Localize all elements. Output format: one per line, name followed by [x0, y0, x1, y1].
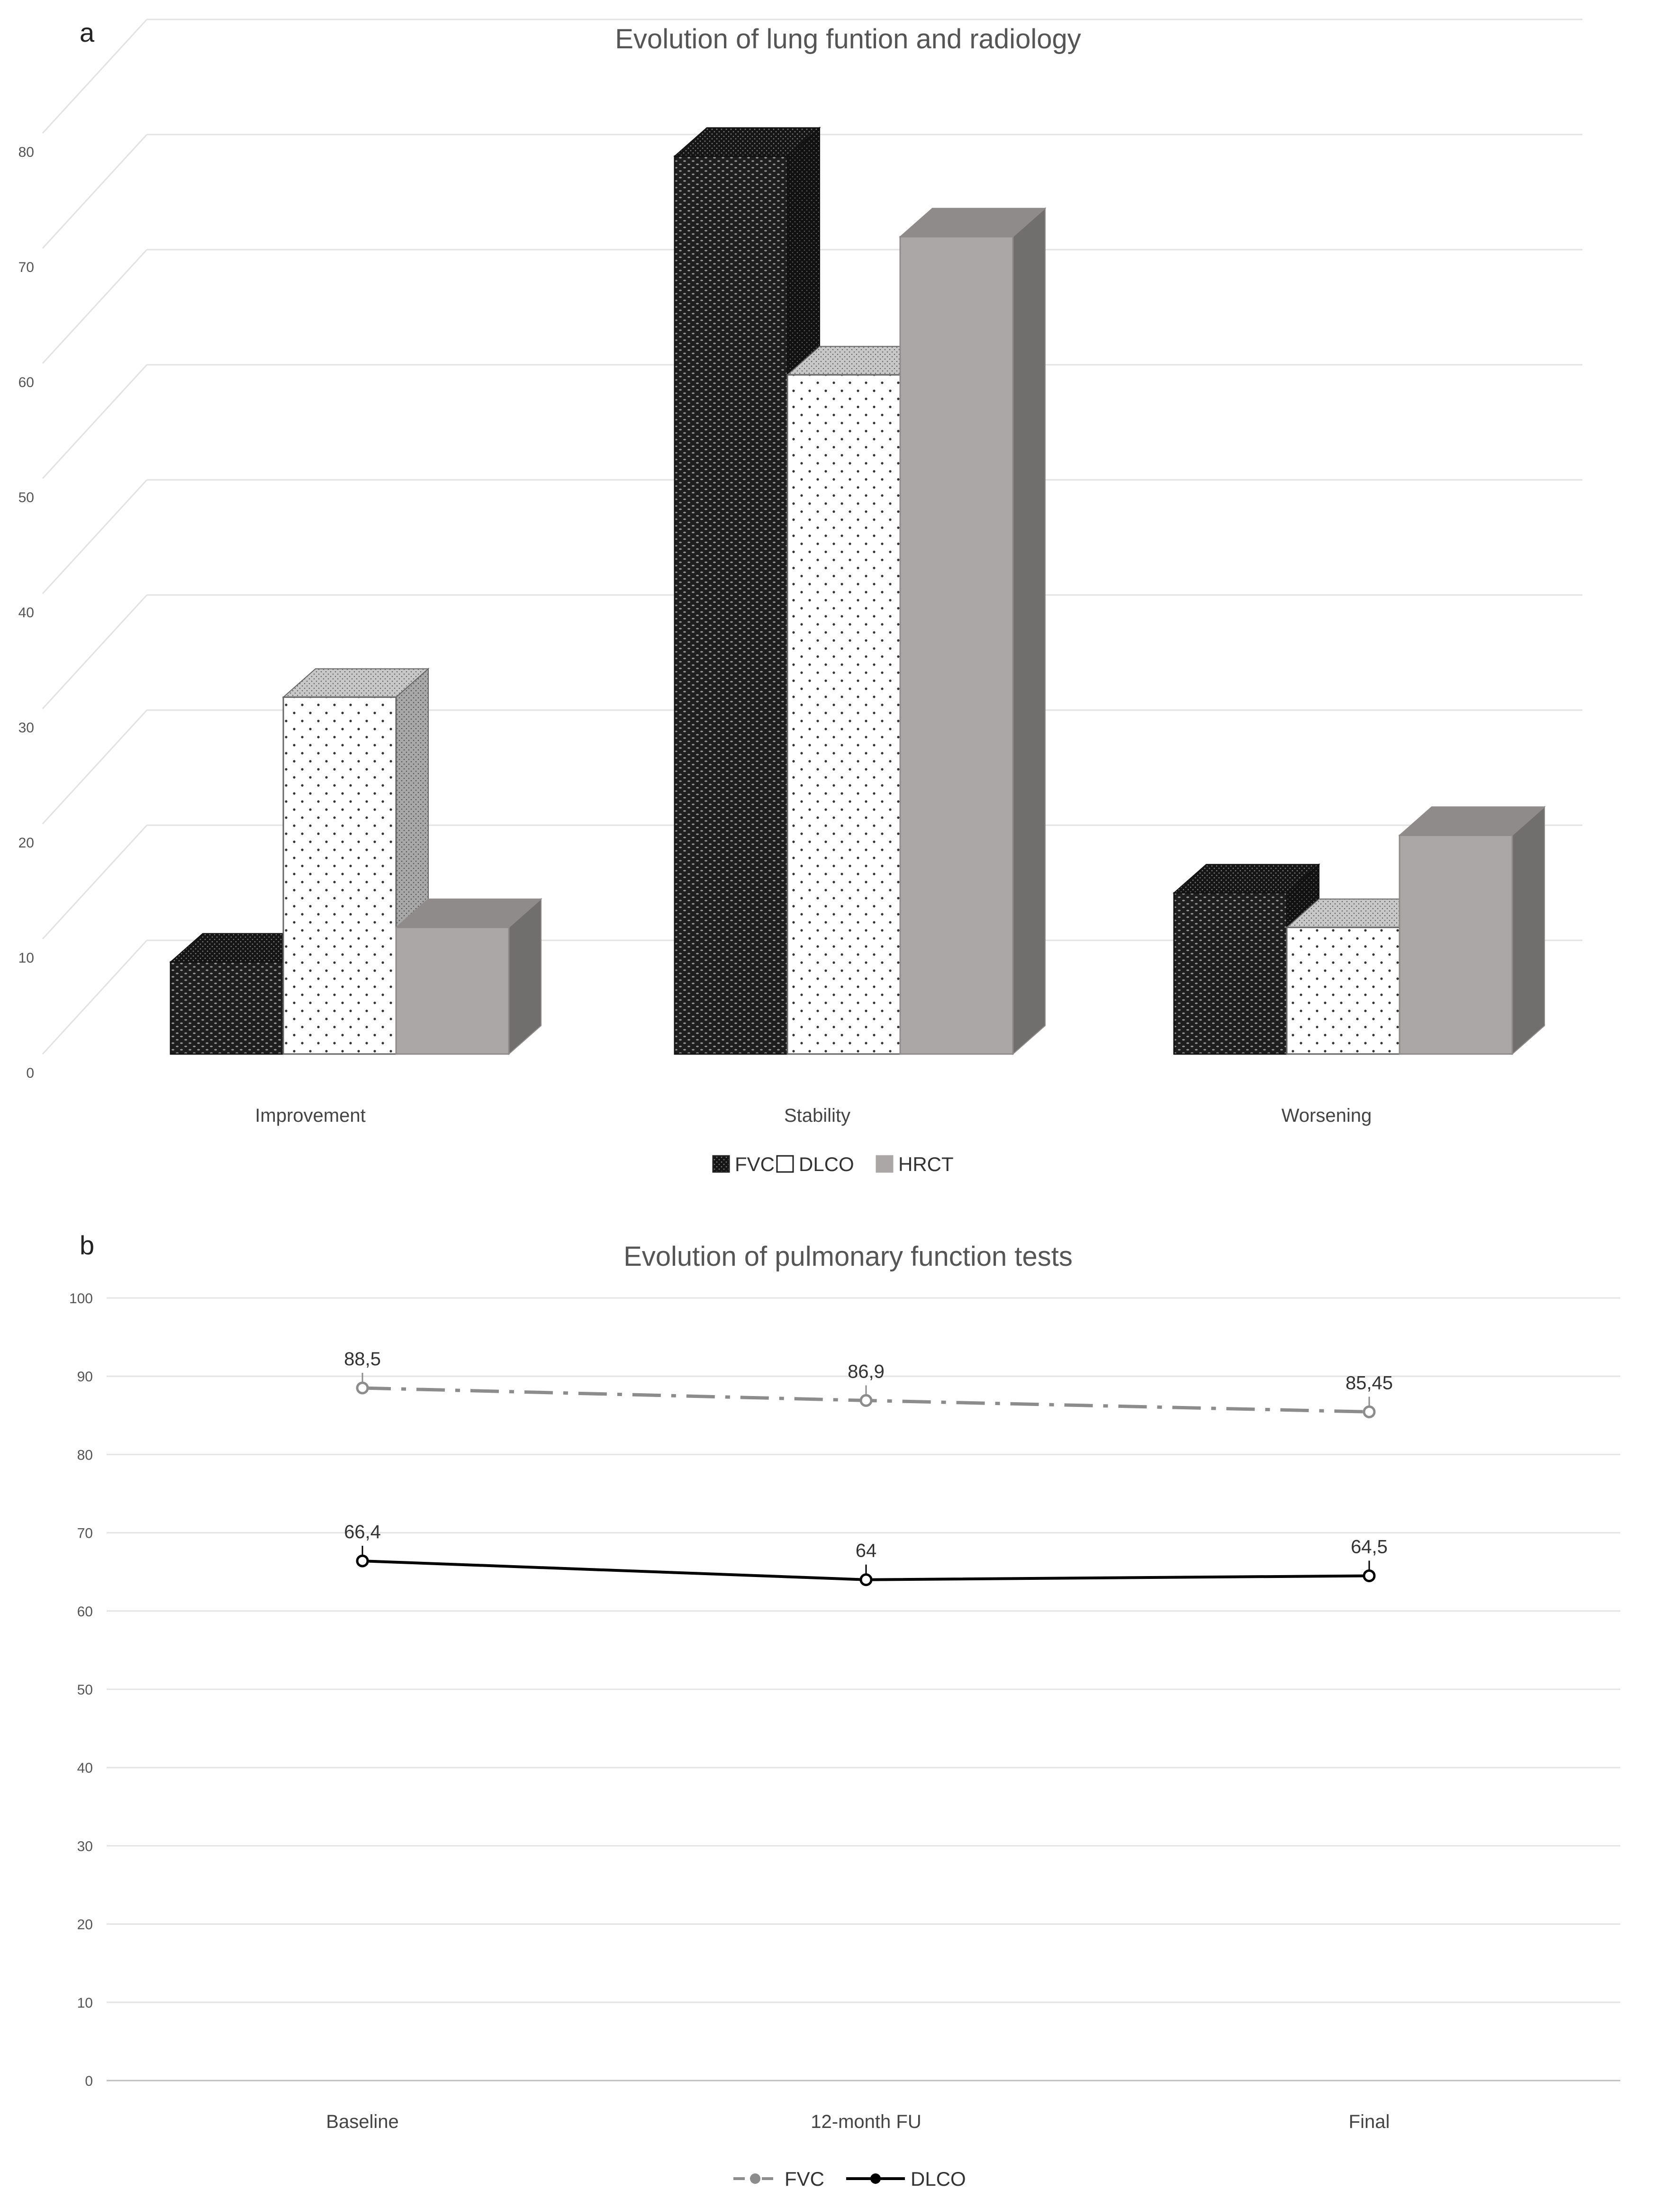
y-tick-label: 0 [26, 1065, 34, 1081]
category-label: Final [1349, 2111, 1390, 2132]
gridline-diag [42, 709, 148, 825]
panel-b-chart: b Evolution of pulmonary function tests … [69, 1230, 1620, 2190]
panel-a-chart: a Evolution of lung funtion and radiolog… [18, 18, 1582, 1175]
data-label: 86,9 [848, 1361, 885, 1382]
panel-a-letter: a [80, 18, 95, 47]
category-label: Worsening [1282, 1105, 1372, 1126]
gridline-diag [42, 824, 148, 940]
legend-label: FVC [785, 2168, 824, 2190]
panel-a-y-axis: 0 10 20 30 40 50 60 70 80 [18, 144, 34, 1081]
legend-label: DLCO [799, 1153, 854, 1175]
panel-b-title: Evolution of pulmonary function tests [623, 1241, 1073, 1272]
panel-b-gridlines [107, 1297, 1620, 2082]
panel-a-bars [169, 126, 1546, 1055]
legend-label: HRCT [898, 1153, 954, 1175]
bar-hrct-improvement [395, 898, 542, 1055]
bar-side [1012, 207, 1046, 1055]
data-label: 85,45 [1346, 1372, 1393, 1393]
gridline-diag [42, 249, 148, 364]
y-tick-label: 60 [77, 1604, 93, 1620]
y-tick-label: 30 [77, 1839, 93, 1854]
panel-b-y-axis: 0 10 20 30 40 50 60 70 80 90 100 [69, 1291, 93, 2089]
category-label: Baseline [326, 2111, 398, 2132]
data-point-fvc [859, 1394, 873, 1407]
data-label: 64,5 [1351, 1536, 1388, 1557]
bar-front [170, 961, 284, 1055]
y-tick-label: 70 [18, 260, 34, 275]
bar-front [282, 696, 397, 1055]
panel-b-lines: 88,5 86,9 85,45 66,4 64 64,5 [344, 1349, 1393, 1586]
panel-b-letter: b [80, 1230, 94, 1260]
gridline-diag [42, 134, 148, 249]
bar-hrct-worsening [1398, 806, 1546, 1055]
data-label: 66,4 [344, 1522, 381, 1542]
y-tick-label: 80 [77, 1447, 93, 1463]
y-tick-label: 10 [18, 950, 34, 966]
y-tick-label: 20 [77, 1917, 93, 1933]
bar-front [395, 927, 510, 1055]
category-label: Stability [784, 1105, 850, 1126]
y-tick-label: 60 [18, 375, 34, 390]
panel-b-x-axis: Baseline 12-month FU Final [326, 2111, 1390, 2132]
data-point-dlco [1363, 1569, 1376, 1582]
y-tick-label: 0 [85, 2073, 93, 2089]
y-tick-label: 40 [18, 605, 34, 621]
data-point-fvc [356, 1381, 369, 1395]
panel-a-x-axis: Improvement Stability Worsening [255, 1105, 1372, 1126]
data-point-dlco [356, 1554, 369, 1568]
data-label: 64 [856, 1541, 877, 1561]
panel-a-legend: FVC DLCO HRCT [712, 1153, 954, 1175]
y-tick-label: 100 [69, 1291, 93, 1307]
legend-swatch-hrct [876, 1155, 894, 1173]
legend-marker-fvc [750, 2173, 760, 2184]
legend-label: DLCO [911, 2168, 966, 2190]
y-tick-label: 50 [18, 490, 34, 505]
legend-swatch-fvc [712, 1155, 730, 1173]
y-tick-label: 90 [77, 1369, 93, 1385]
bar-hrct-stability [899, 207, 1047, 1055]
data-point-dlco [859, 1573, 873, 1586]
gridline-diag [42, 364, 148, 479]
y-tick-label: 40 [77, 1760, 93, 1776]
bar-front [786, 374, 901, 1055]
y-tick-label: 70 [77, 1526, 93, 1541]
gridline-diag [42, 594, 148, 710]
category-label: 12-month FU [811, 2111, 921, 2132]
bar-front [1173, 892, 1288, 1055]
gridline-diag [42, 479, 148, 595]
legend-swatch-dlco [776, 1155, 794, 1173]
y-tick-label: 30 [18, 720, 34, 736]
legend-label: FVC [735, 1153, 775, 1175]
data-point-fvc [1363, 1405, 1376, 1418]
category-label: Improvement [255, 1105, 365, 1126]
y-tick-label: 50 [77, 1682, 93, 1698]
data-label: 88,5 [344, 1349, 381, 1370]
gridline-diag [42, 939, 148, 1055]
gridline-diag [42, 18, 148, 134]
panel-a-title: Evolution of lung funtion and radiology [615, 24, 1081, 54]
bar-front [1286, 927, 1400, 1055]
y-tick-label: 20 [18, 835, 34, 851]
panel-b-legend: FVC DLCO [733, 2168, 966, 2190]
bar-front [1399, 834, 1513, 1055]
bar-side [1512, 806, 1545, 1055]
y-tick-label: 80 [18, 144, 34, 160]
bar-front [674, 155, 788, 1055]
bar-front [899, 236, 1014, 1055]
y-tick-label: 10 [77, 1995, 93, 2011]
legend-marker-dlco [870, 2173, 881, 2184]
